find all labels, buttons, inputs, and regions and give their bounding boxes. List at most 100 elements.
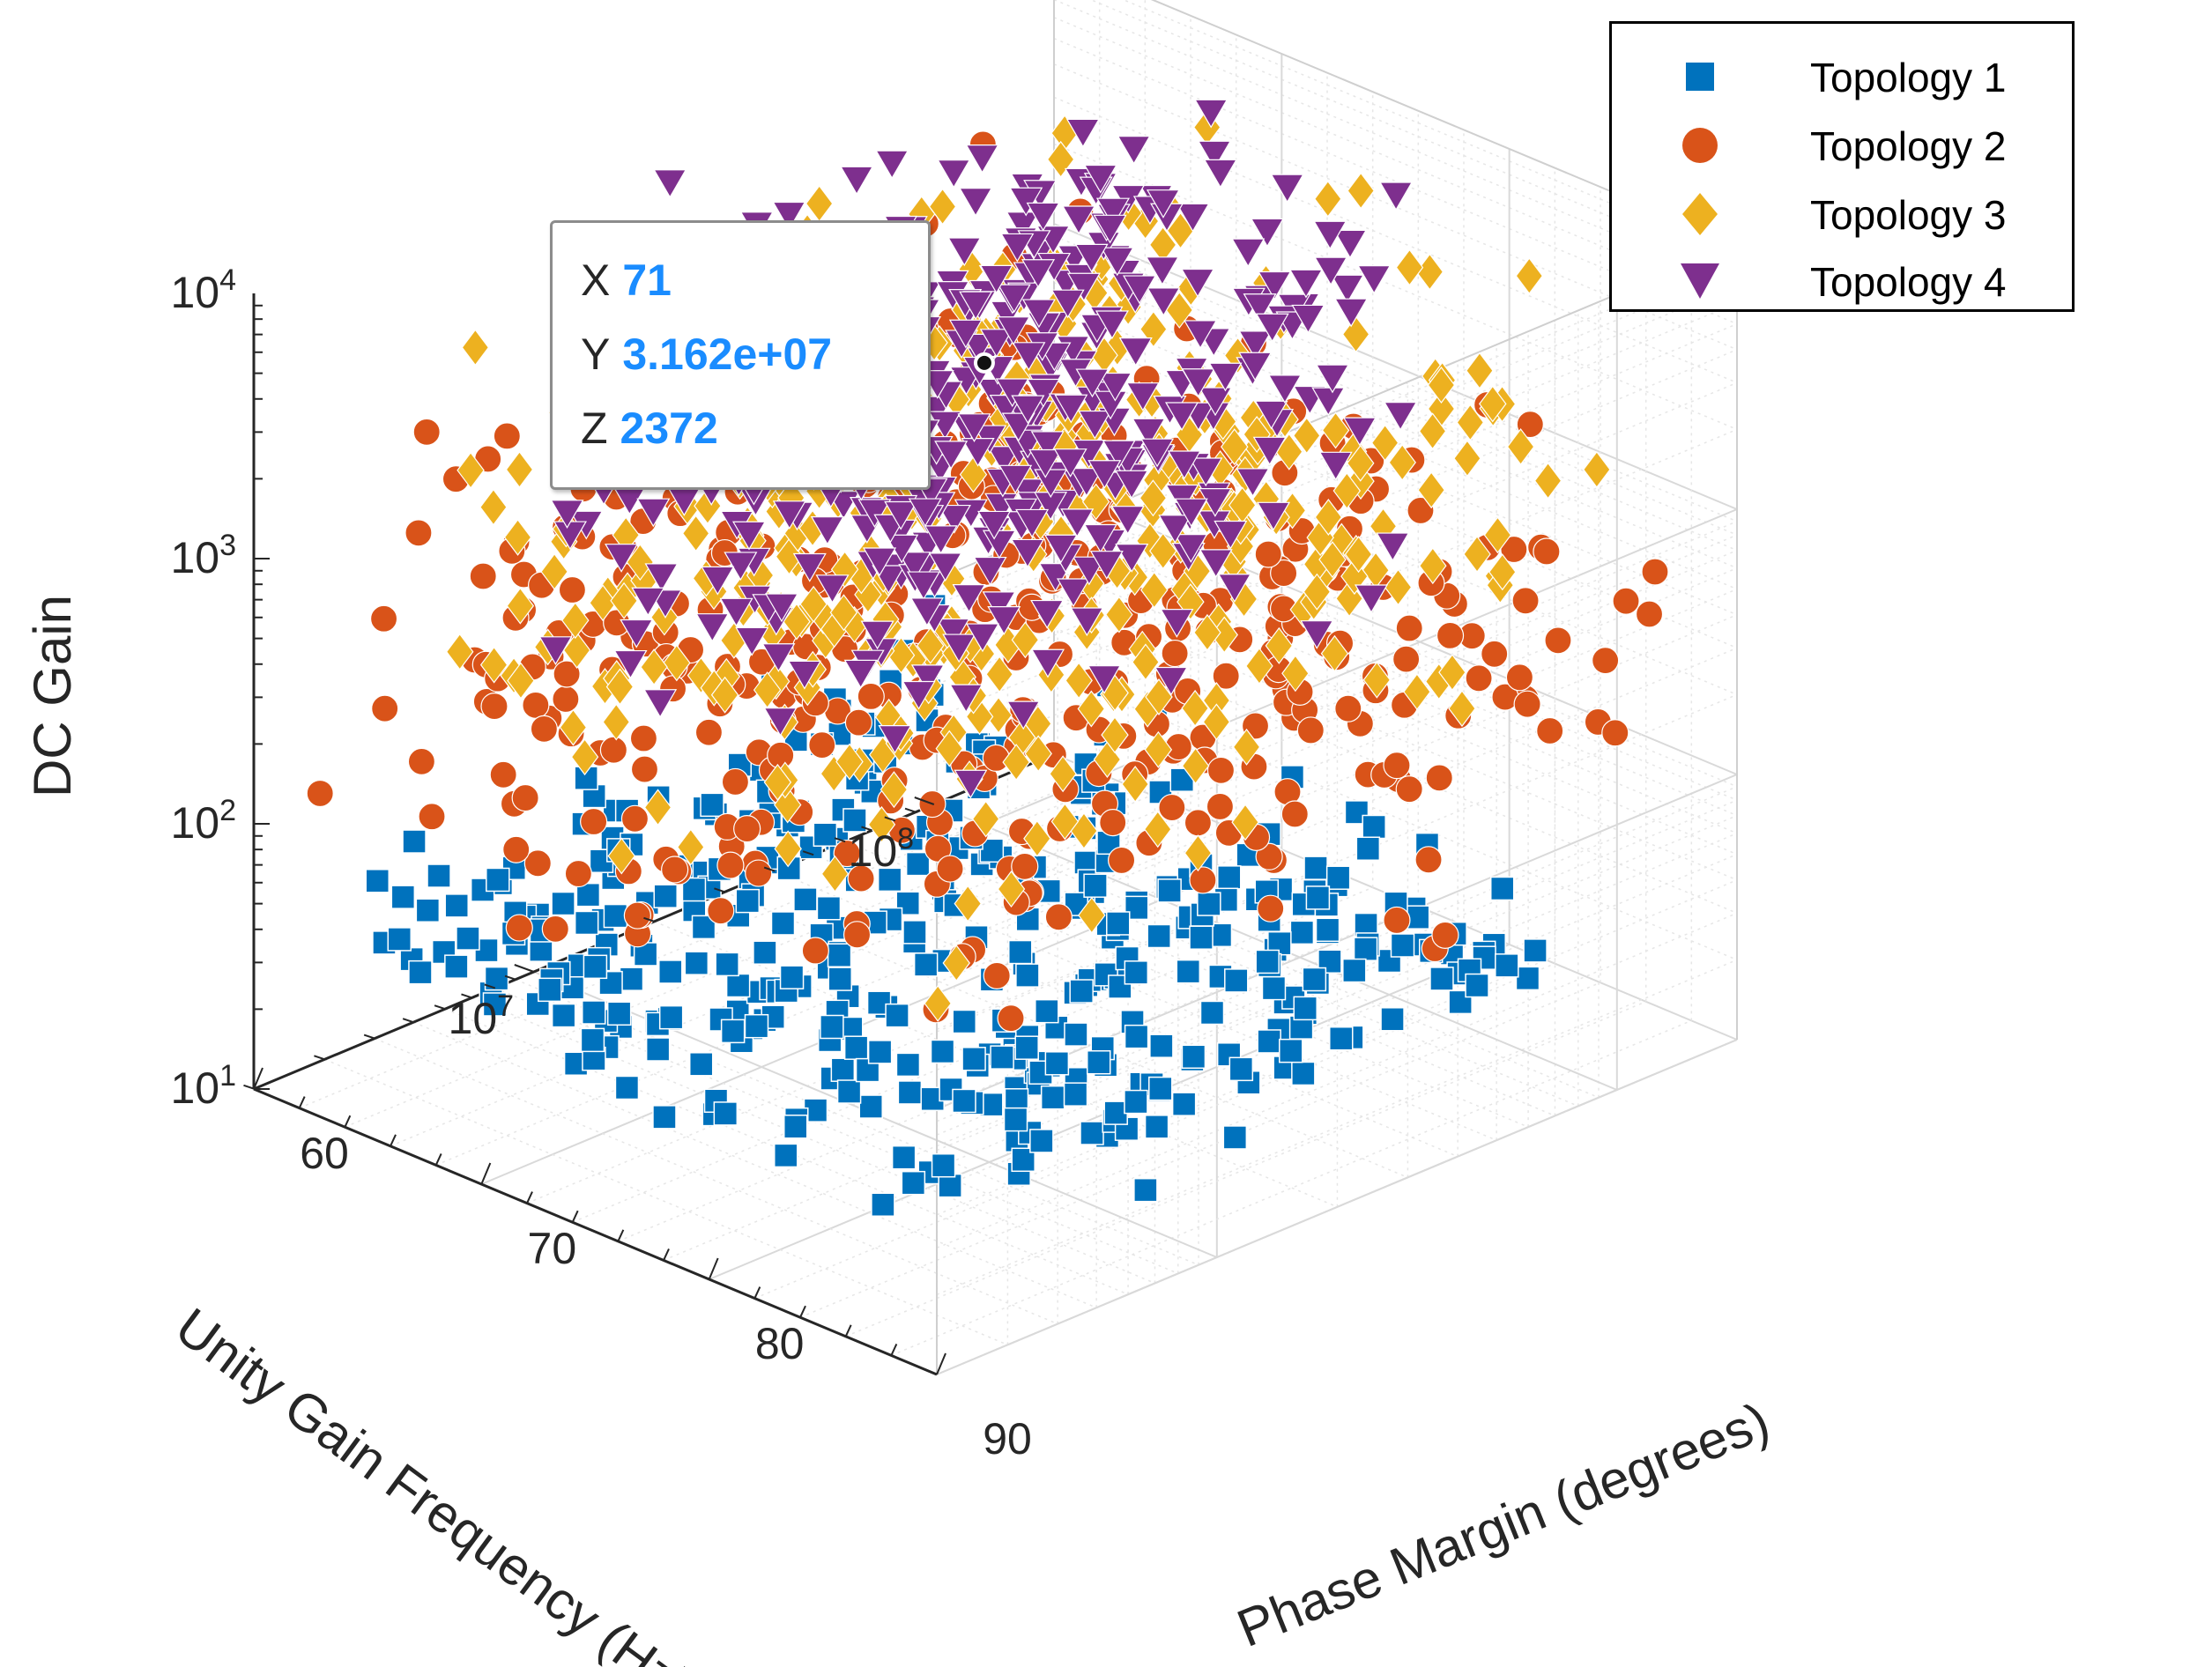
data-point-triangle-down <box>961 333 996 363</box>
legend-item-topology-1[interactable]: Topology 1 <box>1612 41 2072 112</box>
data-point-square <box>931 1152 956 1178</box>
data-point-square <box>1197 892 1221 916</box>
data-point-square <box>952 1009 977 1034</box>
legend-item-topology-4[interactable]: Topology 4 <box>1612 246 2072 316</box>
datatip[interactable]: X 71 Y 3.162e+07 Z 2372 <box>550 220 931 490</box>
data-point-diamond <box>1463 535 1491 573</box>
data-point-triangle-down <box>1057 578 1091 608</box>
data-point-diamond <box>1419 547 1447 585</box>
data-point-circle <box>1436 621 1465 649</box>
data-point-square <box>1014 1035 1039 1060</box>
data-point-square <box>820 1014 844 1040</box>
data-point-diamond <box>562 632 591 670</box>
x-tick <box>936 1352 946 1375</box>
data-point-diamond <box>954 885 982 922</box>
data-point-square <box>952 1088 976 1114</box>
datatip-point[interactable] <box>976 355 991 370</box>
data-point-triangle-down <box>1070 607 1104 637</box>
data-point-triangle-down <box>1132 418 1166 448</box>
data-point-circle <box>847 864 875 893</box>
datatip-layer <box>973 352 995 374</box>
data-point-square <box>551 1003 576 1028</box>
data-point-diamond <box>1417 471 1445 509</box>
data-point-square <box>1305 885 1331 910</box>
data-point-triangle-down <box>538 636 573 666</box>
data-point-triangle-down <box>1217 574 1251 603</box>
data-point-triangle-down <box>735 626 769 656</box>
data-point-circle <box>833 839 861 868</box>
data-point-triangle-down <box>1087 665 1122 694</box>
data-point-diamond <box>928 188 957 226</box>
data-point-triangle-down <box>644 563 679 593</box>
data-point-square <box>700 792 724 818</box>
data-point-triangle-down <box>875 150 909 180</box>
data-point-triangle-down <box>1078 410 1112 440</box>
legend-item-topology-2[interactable]: Topology 2 <box>1612 110 2072 181</box>
data-point-triangle-down <box>815 574 850 604</box>
legend[interactable]: Topology 1 Topology 2 Topology 3 Topolog… <box>1609 21 2075 312</box>
data-point-triangle-down <box>878 725 912 754</box>
data-point-triangle-down <box>1315 364 1350 394</box>
data-point-triangle-down <box>1314 256 1348 286</box>
data-point-circle <box>530 715 558 743</box>
data-point-diamond <box>1049 755 1077 793</box>
data-point-diamond <box>1456 404 1485 441</box>
legend-label: Topology 4 <box>1810 259 2007 305</box>
data-point-triangle-down <box>772 201 806 231</box>
data-point-square <box>1064 1022 1088 1047</box>
data-point-square <box>408 959 433 985</box>
data-point-square <box>574 910 599 936</box>
data-point-circle <box>1334 694 1362 722</box>
data-point-circle <box>745 859 773 887</box>
x-axis-label: Phase Margin (degrees) <box>1229 1391 1778 1658</box>
data-point-diamond <box>1403 673 1431 711</box>
z-tick-label: 102 <box>170 794 236 848</box>
data-point-square <box>897 1080 923 1105</box>
data-point-square <box>619 967 644 991</box>
data-point-square <box>902 920 927 945</box>
data-point-triangle-down <box>997 284 1031 314</box>
data-point-diamond <box>1181 689 1209 727</box>
data-point-diamond <box>880 771 909 809</box>
legend-item-topology-3[interactable]: Topology 3 <box>1612 179 2072 249</box>
y-axis-label: Unity Gain Frequency (Hz) <box>165 1297 703 1667</box>
data-point-square <box>1147 923 1171 949</box>
data-point-circle <box>1465 664 1493 693</box>
y-tick <box>861 826 872 832</box>
data-point-square <box>1144 1115 1169 1139</box>
x-tick <box>663 1248 670 1261</box>
data-point-diamond <box>753 671 782 709</box>
data-point-diamond <box>985 656 1013 693</box>
data-point-diamond <box>1321 411 1350 449</box>
data-point-triangle-down <box>764 593 799 623</box>
data-point-diamond <box>1347 172 1375 210</box>
data-point-triangle-down <box>1100 247 1134 277</box>
data-point-square <box>688 1052 714 1077</box>
data-point-diamond <box>457 451 485 489</box>
data-point-triangle-down <box>1110 506 1145 535</box>
y-tick <box>461 993 472 999</box>
data-point-diamond <box>1427 367 1456 404</box>
data-point-triangle-down <box>1030 431 1065 461</box>
data-point-circle <box>553 660 581 688</box>
data-point-diamond <box>1438 654 1466 692</box>
data-point-circle <box>564 859 592 888</box>
data-point-square <box>828 967 852 991</box>
data-point-square <box>1181 1044 1206 1070</box>
data-point-circle <box>936 855 964 883</box>
data-point-circle <box>1641 558 1669 586</box>
data-point-diamond <box>559 708 588 746</box>
x-tick <box>753 1286 761 1300</box>
data-point-square <box>779 965 805 989</box>
data-point-triangle-down <box>1083 164 1117 194</box>
y-tick <box>402 1018 414 1024</box>
data-point-triangle-down <box>1313 220 1347 250</box>
data-point-circle <box>369 604 398 633</box>
data-point-triangle-down <box>995 378 1029 408</box>
data-point-circle <box>489 760 517 789</box>
y-tick <box>884 816 896 822</box>
data-point-square <box>444 893 469 918</box>
data-point-square <box>1261 975 1287 1001</box>
data-point-circle <box>844 708 872 737</box>
